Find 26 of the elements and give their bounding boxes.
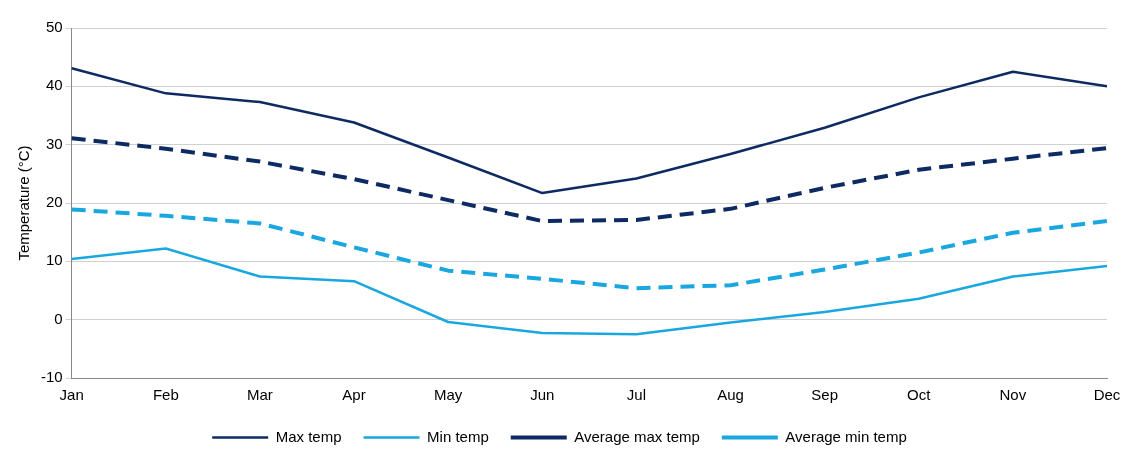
x-tick-label: Nov: [999, 386, 1027, 404]
y-tick-label: 30: [45, 134, 63, 152]
x-tick-label: Dec: [1093, 386, 1121, 404]
line-series: [69, 136, 1109, 224]
y-tick-label: 0: [54, 309, 63, 327]
x-tick-label: Jul: [626, 386, 646, 404]
x-tick-label: Jun: [530, 386, 555, 404]
legend-label: Min temp: [427, 427, 489, 445]
x-tick-label: Apr: [342, 386, 366, 404]
legend-label: Max temp: [275, 427, 342, 445]
x-tick-label: May: [433, 386, 463, 404]
y-axis-title: Temperature (°C): [15, 145, 33, 261]
x-tick-label: Aug: [717, 386, 744, 404]
x-tick-label: Sep: [811, 386, 838, 404]
legend-label: Average min temp: [785, 427, 907, 445]
x-tick-label: Oct: [907, 386, 932, 404]
y-tick-label: 40: [45, 76, 63, 94]
y-tick-label: 20: [45, 193, 63, 211]
line-series: [69, 207, 1109, 291]
x-tick-label: Mar: [247, 386, 273, 404]
x-tick-label: Feb: [152, 386, 179, 404]
legend-label: Average max temp: [574, 427, 700, 445]
x-tick-label: Jan: [59, 386, 84, 404]
y-tick-label: 10: [45, 251, 63, 269]
y-tick-label: -10: [40, 368, 63, 386]
y-tick-label: 50: [45, 18, 63, 36]
